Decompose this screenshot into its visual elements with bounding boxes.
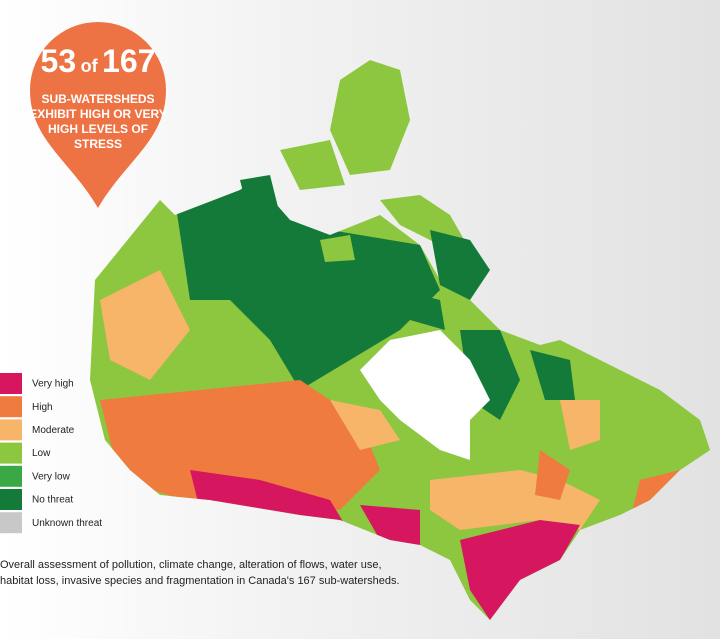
- hudson-bay: [360, 330, 490, 460]
- region-moderate: [100, 270, 190, 380]
- region-high: [535, 450, 570, 500]
- arctic-island: [430, 230, 490, 300]
- region-low: [630, 420, 710, 470]
- arctic-island: [400, 290, 445, 330]
- region-moderate: [330, 400, 400, 450]
- of: of: [81, 56, 99, 76]
- region-high: [100, 380, 380, 510]
- legend-swatch: [0, 442, 22, 464]
- arctic-island: [240, 175, 280, 220]
- arctic-island: [330, 60, 410, 175]
- legend-label: Moderate: [32, 425, 75, 436]
- legend-label: Unknown threat: [32, 518, 102, 529]
- region-very-high: [360, 505, 420, 545]
- arctic-island: [320, 235, 355, 262]
- region-very-high: [460, 520, 580, 620]
- headline-line: HIGH LEVELS OF: [48, 122, 148, 136]
- legend-label: Very low: [32, 471, 71, 482]
- arctic-island: [280, 140, 345, 190]
- legend-swatch: [0, 396, 22, 418]
- caption: habitat loss, invasive species and fragm…: [0, 575, 400, 587]
- pin-shape: [30, 22, 166, 208]
- total: 167: [102, 43, 155, 79]
- region-no-threat: [175, 180, 440, 390]
- region-moderate: [560, 400, 600, 450]
- headline-number: 53 of 167: [41, 43, 156, 79]
- headline-line: STRESS: [74, 137, 122, 151]
- legend-swatch: [0, 489, 22, 510]
- legend-swatch: [0, 373, 22, 394]
- headline-line: EXHIBIT HIGH OR VERY: [29, 107, 167, 121]
- legend-label: Very high: [32, 379, 74, 390]
- headline-line: SUB-WATERSHEDS: [41, 92, 154, 106]
- legend-swatch: [0, 512, 22, 534]
- legend-swatch: [0, 465, 22, 487]
- legend: Very high High Moderate Low Very low No threa…: [0, 373, 102, 534]
- legend-label: High: [32, 402, 53, 413]
- legend-label: No threat: [32, 495, 73, 506]
- legend-label: Low: [32, 448, 51, 459]
- region-no-threat: [530, 350, 575, 400]
- caption: Overall assessment of pollution, climate…: [0, 559, 382, 571]
- count: 53: [41, 43, 77, 79]
- legend-swatch: [0, 419, 22, 441]
